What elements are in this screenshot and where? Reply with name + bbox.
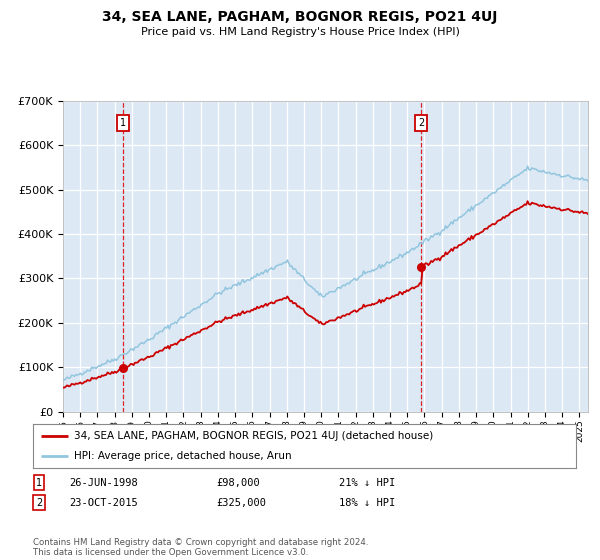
Text: 34, SEA LANE, PAGHAM, BOGNOR REGIS, PO21 4UJ: 34, SEA LANE, PAGHAM, BOGNOR REGIS, PO21…	[103, 10, 497, 24]
Text: 21% ↓ HPI: 21% ↓ HPI	[339, 478, 395, 488]
Text: £98,000: £98,000	[216, 478, 260, 488]
Text: 1: 1	[36, 478, 42, 488]
Text: £325,000: £325,000	[216, 498, 266, 508]
Text: 1: 1	[120, 118, 126, 128]
Text: Contains HM Land Registry data © Crown copyright and database right 2024.
This d: Contains HM Land Registry data © Crown c…	[33, 538, 368, 557]
Text: HPI: Average price, detached house, Arun: HPI: Average price, detached house, Arun	[74, 451, 292, 461]
Text: 23-OCT-2015: 23-OCT-2015	[69, 498, 138, 508]
Text: 26-JUN-1998: 26-JUN-1998	[69, 478, 138, 488]
Text: 2: 2	[36, 498, 42, 508]
Text: 2: 2	[418, 118, 424, 128]
Text: 34, SEA LANE, PAGHAM, BOGNOR REGIS, PO21 4UJ (detached house): 34, SEA LANE, PAGHAM, BOGNOR REGIS, PO21…	[74, 431, 433, 441]
Text: Price paid vs. HM Land Registry's House Price Index (HPI): Price paid vs. HM Land Registry's House …	[140, 27, 460, 37]
Text: 18% ↓ HPI: 18% ↓ HPI	[339, 498, 395, 508]
